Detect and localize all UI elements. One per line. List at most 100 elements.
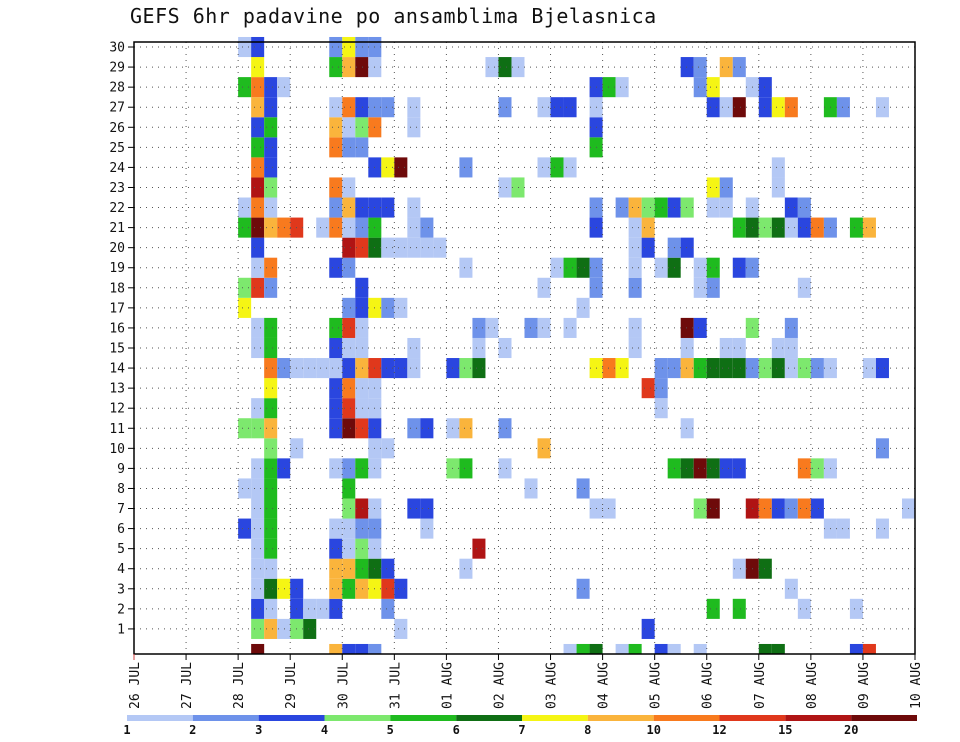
heatmap-cell — [264, 598, 278, 619]
grid-lines — [134, 42, 915, 654]
heatmap-cell — [784, 217, 798, 238]
heatmap-cell — [342, 137, 356, 158]
heatmap-cell — [524, 317, 538, 338]
heatmap-cell — [433, 237, 447, 258]
heatmap-cell — [563, 97, 577, 118]
heatmap-cell — [537, 157, 551, 178]
heatmap-cell — [329, 177, 343, 198]
heatmap-cell — [355, 378, 369, 399]
heatmap-cell — [251, 277, 265, 298]
heatmap-cell — [251, 558, 265, 579]
heatmap-cell — [784, 197, 798, 218]
heatmap-cell — [329, 398, 343, 419]
heatmap-cell — [342, 518, 356, 539]
heatmap-cell — [719, 337, 733, 359]
heatmap-cell — [342, 217, 356, 238]
heatmap-cell — [342, 358, 356, 379]
chart-title: GEFS 6hr padavine po ansamblima Bjelasni… — [130, 4, 657, 28]
heatmap-cell — [472, 317, 486, 338]
y-axis-ticks: 1234567891011121314151617181920212223242… — [109, 41, 134, 637]
y-tick-label: 30 — [109, 41, 125, 56]
y-tick-label: 21 — [109, 221, 125, 236]
heatmap-cell — [355, 197, 369, 218]
heatmap-cell — [407, 418, 421, 439]
colorbar-swatch — [324, 715, 391, 721]
heatmap-cell — [264, 418, 278, 439]
heatmap-cell — [498, 418, 512, 439]
heatmap-cell — [407, 237, 421, 258]
heatmap-cell — [394, 358, 408, 379]
heatmap-cell — [784, 97, 798, 118]
heatmap-cell — [862, 217, 876, 238]
heatmap-cell — [849, 217, 863, 238]
heatmap-cell — [654, 398, 668, 419]
heatmap-cell — [342, 398, 356, 419]
heatmap-cell — [706, 358, 720, 379]
heatmap-cell — [550, 97, 564, 118]
heatmap-cell — [732, 358, 746, 379]
heatmap-cell — [862, 643, 876, 654]
y-tick-label: 25 — [109, 141, 125, 156]
heatmap-cell — [459, 458, 473, 479]
heatmap-cell — [251, 398, 265, 419]
colorbar-swatch — [127, 715, 193, 721]
heatmap-cell — [537, 317, 551, 338]
heatmap-cell — [368, 643, 382, 654]
colorbar-tick-label: 3 — [255, 723, 262, 737]
x-tick-label: 09 AUG — [857, 662, 872, 709]
heatmap-cell — [732, 217, 746, 238]
heatmap-cell — [563, 317, 577, 338]
x-tick-label: 02 AUG — [493, 662, 508, 709]
heatmap-cell — [251, 418, 265, 439]
heatmap-cell — [693, 317, 707, 338]
heatmap-cell — [355, 137, 369, 158]
colorbar-swatch — [587, 715, 654, 721]
y-tick-label: 4 — [117, 562, 125, 577]
heatmap-cell — [251, 337, 265, 359]
heatmap-cell — [537, 438, 551, 459]
heatmap-cell — [836, 518, 850, 539]
y-tick-label: 26 — [109, 121, 125, 136]
colorbar-swatch — [653, 715, 720, 721]
heatmap-cell — [355, 97, 369, 118]
heatmap-cell — [641, 618, 655, 639]
heatmap-cell — [459, 157, 473, 178]
heatmap-cell — [758, 77, 772, 98]
heatmap-cell — [680, 237, 694, 258]
heatmap-cell — [342, 237, 356, 258]
heatmap-cell — [238, 77, 252, 98]
heatmap-cell — [329, 538, 343, 559]
heatmap-cell — [251, 36, 265, 58]
heatmap-cell — [797, 277, 811, 298]
heatmap-cell — [251, 478, 265, 499]
heatmap-cell — [498, 177, 512, 198]
heatmap-cell — [238, 217, 252, 238]
heatmap-cell — [342, 378, 356, 399]
heatmap-cell — [251, 317, 265, 338]
heatmap-cell — [251, 257, 265, 278]
heatmap-cell — [264, 277, 278, 298]
y-tick-label: 12 — [109, 402, 125, 417]
heatmap-cell — [810, 498, 824, 519]
colorbar-swatch — [851, 715, 917, 721]
heatmap-cell — [277, 578, 291, 599]
x-tick-label: 07 AUG — [753, 662, 768, 709]
colorbar-tick-label: 8 — [584, 723, 591, 737]
heatmap-cell — [563, 157, 577, 178]
heatmap-cell — [420, 237, 434, 258]
heatmap-cell — [329, 197, 343, 218]
heatmap-cell — [251, 518, 265, 539]
colorbar-tick-label: 6 — [453, 723, 460, 737]
heatmap-cell — [758, 643, 772, 654]
heatmap-cell — [355, 498, 369, 519]
heatmap-cell — [407, 197, 421, 218]
heatmap-cell — [472, 337, 486, 359]
heatmap-cell — [576, 257, 590, 278]
heatmap-cell — [394, 297, 408, 318]
heatmap-cell — [264, 478, 278, 499]
heatmap-cell — [784, 317, 798, 338]
heatmap-cell — [251, 578, 265, 599]
heatmap-cell — [576, 578, 590, 599]
heatmap-cell — [342, 458, 356, 479]
